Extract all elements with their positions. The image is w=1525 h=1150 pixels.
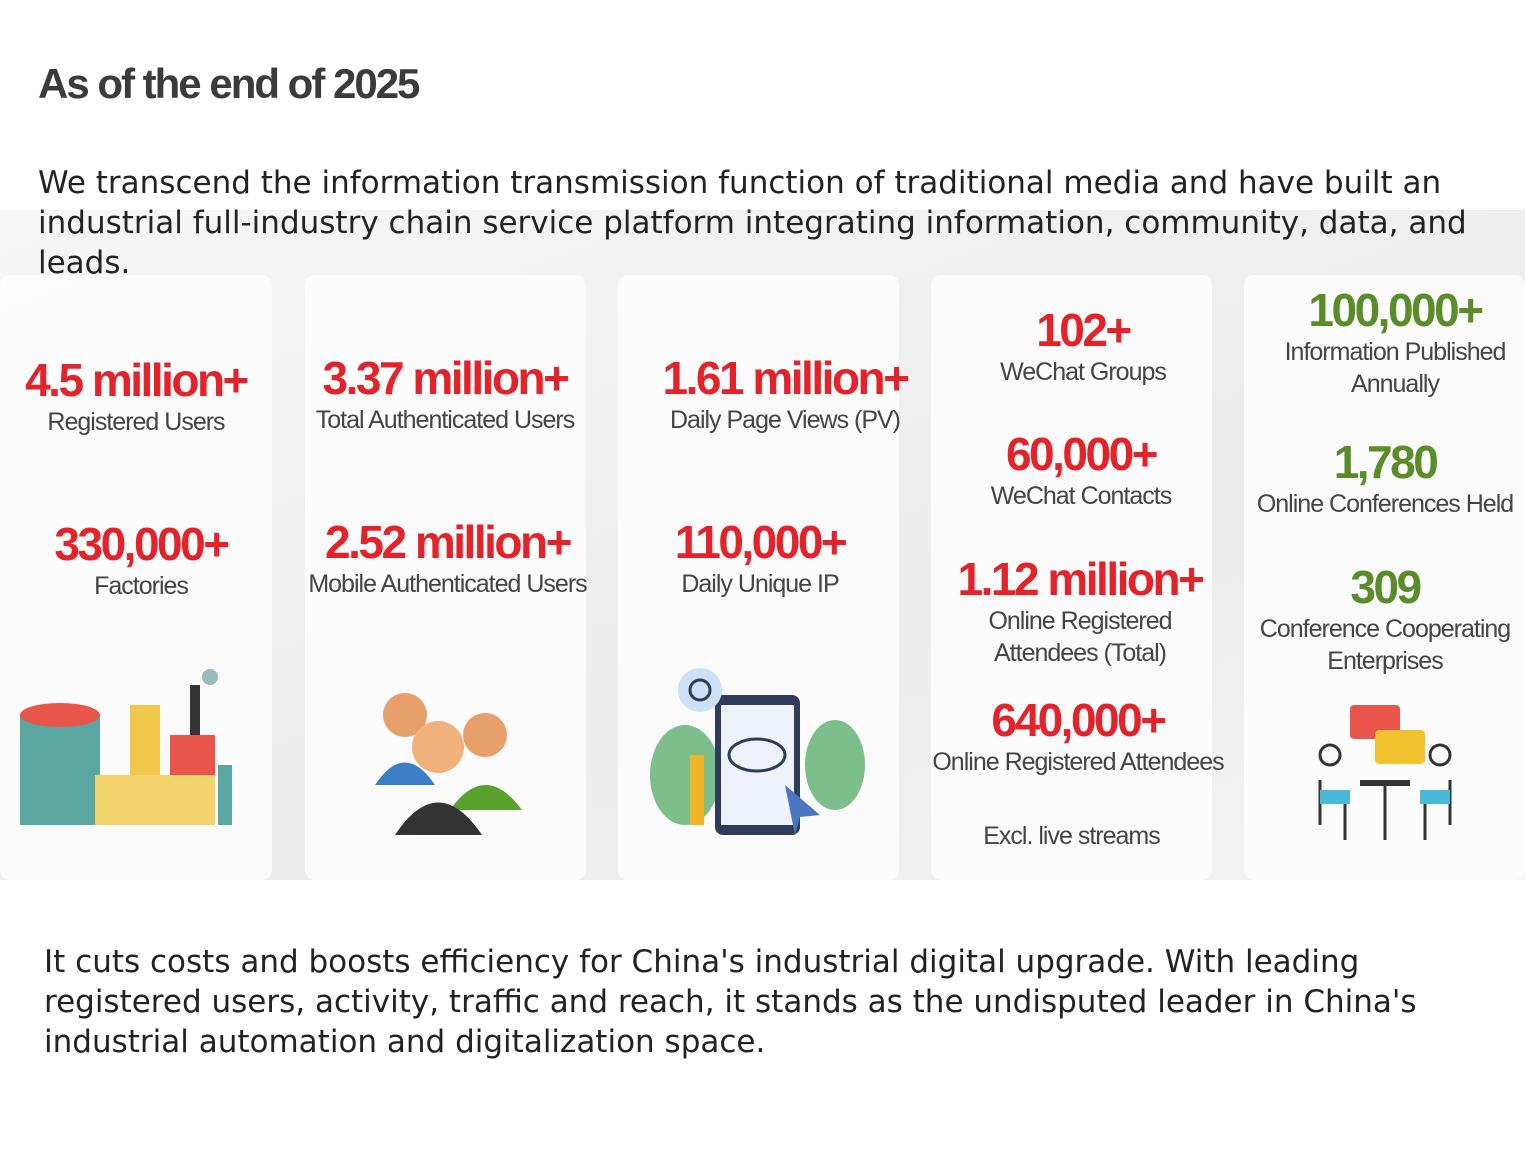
stat-label: Total Authenticated Users	[315, 406, 576, 434]
stat-value: 1,780	[1333, 436, 1439, 488]
stat-label: Daily Unique IP	[681, 570, 839, 598]
card	[931, 275, 1212, 880]
note: Excl. live streams	[983, 822, 1160, 850]
qa-icon	[1318, 705, 1452, 840]
stat: 640,000+ Online Registered Attendees	[918, 694, 1238, 778]
web-icon	[650, 668, 865, 835]
users-icon	[375, 693, 522, 835]
stat: 1,780 Online Conferences Held	[1240, 436, 1525, 520]
card	[305, 275, 586, 880]
stat: 1.12 million+ Online Registered Attendees…	[935, 553, 1225, 669]
factory-icon	[20, 669, 232, 825]
stat-value: 102+	[1036, 304, 1132, 356]
title: As of the end of 2025	[38, 60, 420, 107]
stat: 102+ WeChat Groups	[943, 304, 1223, 388]
stat-label: Daily Page Views (PV)	[669, 406, 901, 434]
stat-value: 100,000+	[1308, 284, 1484, 336]
stat: 3.37 million+ Total Authenticated Users	[295, 352, 595, 436]
stat-value: 640,000+	[991, 694, 1167, 746]
stat-value: 1.61 million+	[662, 352, 910, 404]
outro: It cuts costs and boosts efficiency for …	[44, 944, 1417, 1060]
stat-value: 2.52 million+	[325, 516, 572, 568]
stat: 60,000+ WeChat Contacts	[941, 428, 1221, 512]
stat-label: Information Published Annually	[1284, 338, 1507, 398]
stat: 110,000+ Daily Unique IP	[620, 516, 900, 600]
stat-value: 330,000+	[54, 518, 230, 570]
stat: 330,000+ Factories	[0, 518, 282, 602]
stat: 4.5 million+ Registered Users	[0, 354, 272, 438]
stat: 309 Conference Cooperating Enterprises	[1240, 561, 1525, 677]
stat-label: Conference Cooperating Enterprises	[1259, 615, 1511, 675]
stat-value: 4.5 million+	[25, 354, 249, 406]
stat: 100,000+ Information Published Annually	[1250, 284, 1525, 400]
stat: 2.52 million+ Mobile Authenticated Users	[290, 516, 605, 600]
intro: We transcend the information transmissio…	[38, 165, 1467, 281]
stat-value: 60,000+	[1005, 428, 1159, 480]
card	[1244, 275, 1525, 880]
stat-label: Online Registered Attendees	[932, 748, 1224, 776]
stat-value: 1.12 million+	[957, 553, 1205, 605]
stat-label: WeChat Contacts	[990, 482, 1172, 510]
stat-label: WeChat Groups	[1000, 358, 1167, 386]
stat-value: 3.37 million+	[322, 352, 570, 404]
stat: 1.61 million+ Daily Page Views (PV)	[645, 352, 925, 436]
stat-label: Factories	[94, 572, 189, 600]
stat-value: 309	[1350, 561, 1422, 613]
stat-label: Online Conferences Held	[1256, 490, 1514, 518]
stat-label: Registered Users	[47, 408, 225, 436]
stat-label: Online Registered Attendees (Total)	[988, 607, 1172, 667]
stat-value: 110,000+	[674, 516, 848, 568]
stat-label: Mobile Authenticated Users	[308, 570, 587, 598]
